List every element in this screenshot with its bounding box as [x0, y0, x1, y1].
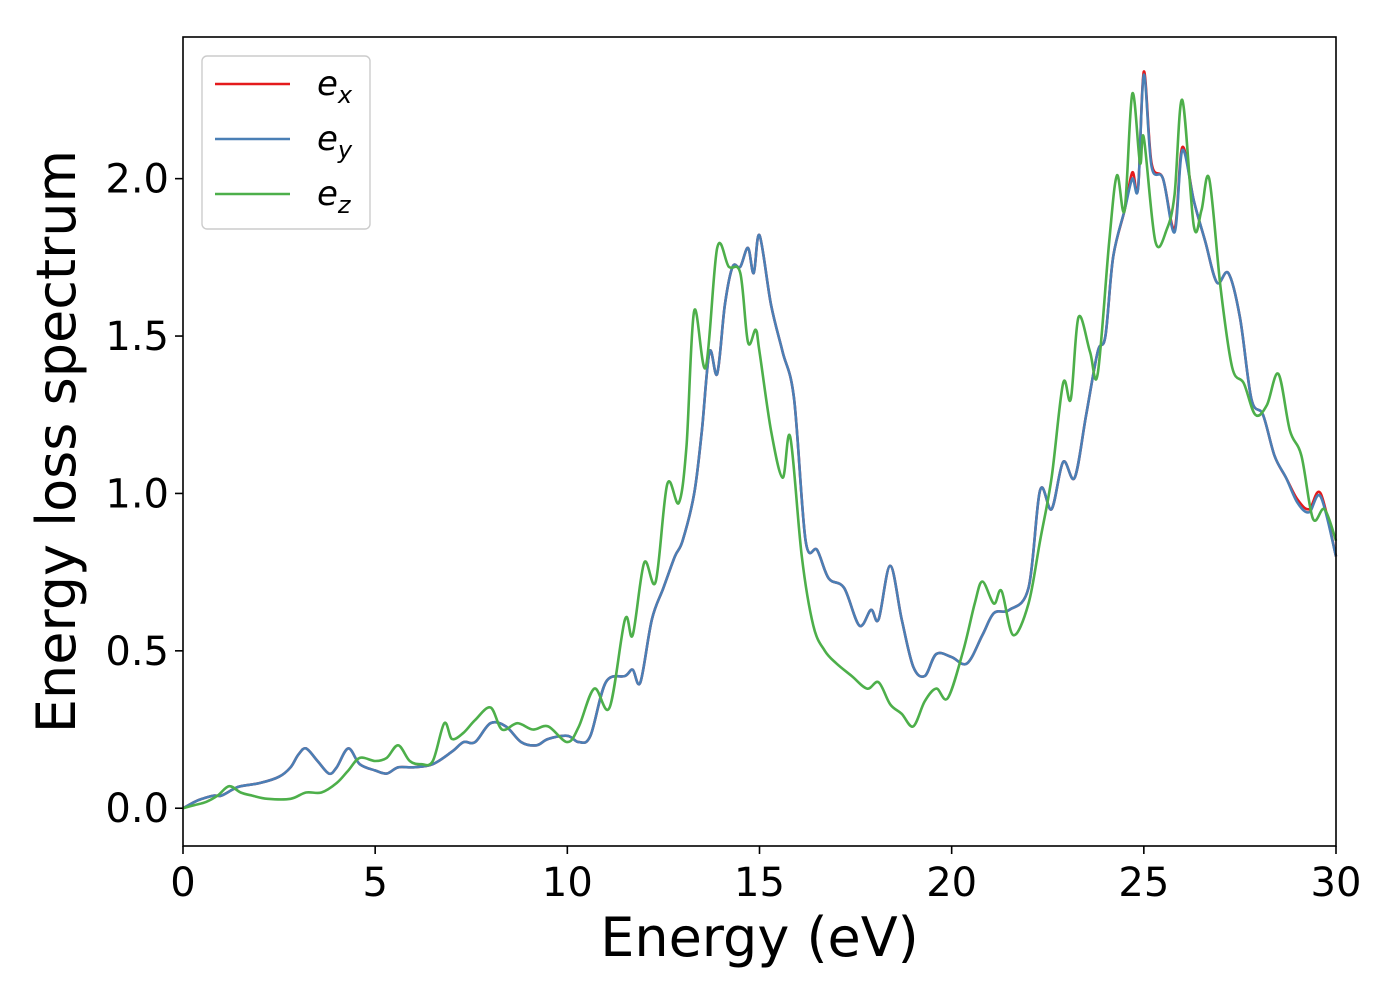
- x-axis-ticks: 0 5 10 15 20 25 30: [170, 846, 1361, 906]
- x-tick-label: 5: [362, 860, 387, 906]
- x-tick-label: 30: [1311, 860, 1362, 906]
- series-line-e-z: [182, 92, 1338, 810]
- legend-label: ey: [317, 119, 353, 164]
- y-tick-label: 1.5: [105, 314, 169, 360]
- y-tick-label: 1.0: [105, 471, 169, 517]
- x-tick-label: 25: [1118, 860, 1169, 906]
- y-tick-label: 0.0: [105, 786, 169, 832]
- y-tick-label: 0.5: [105, 629, 169, 675]
- x-tick-label: 10: [542, 860, 593, 906]
- x-tick-label: 20: [926, 860, 977, 906]
- series-layer: [182, 70, 1338, 810]
- y-axis-label: Energy loss spectrum: [25, 150, 88, 733]
- plot-area: [183, 37, 1336, 846]
- x-tick-label: 0: [170, 860, 195, 906]
- legend: ex ey ez: [201, 55, 371, 230]
- y-tick-label: 2.0: [105, 157, 169, 203]
- y-axis-ticks: 0.0 0.5 1.0 1.5 2.0: [105, 157, 183, 832]
- legend-box: [201, 55, 371, 230]
- series-line-e-y: [182, 73, 1338, 810]
- legend-label: ez: [317, 174, 352, 219]
- legend-label: ex: [317, 64, 353, 109]
- x-tick-label: 15: [734, 860, 785, 906]
- x-axis-label: Energy (eV): [600, 906, 919, 969]
